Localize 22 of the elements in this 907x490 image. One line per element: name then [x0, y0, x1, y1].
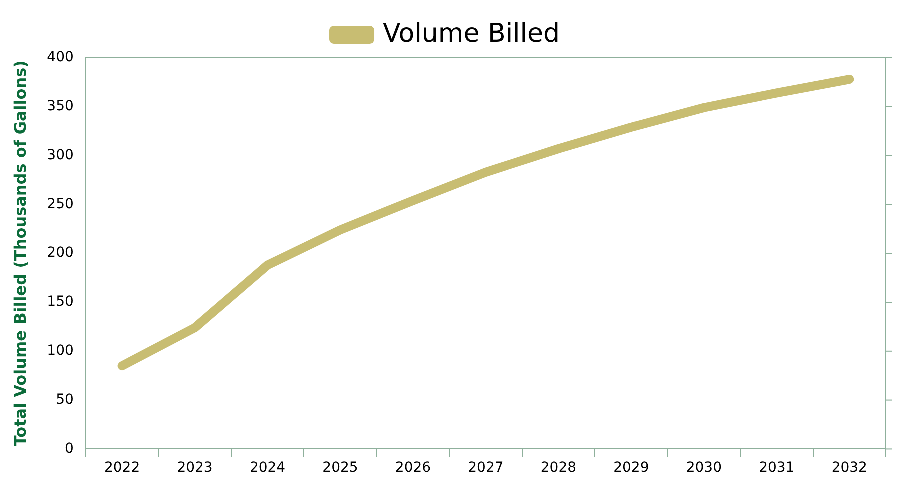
x-tick-label: 2029	[614, 460, 650, 476]
y-tick-label: 300	[47, 147, 74, 164]
x-tick-label: 2032	[832, 460, 868, 476]
x-tick-label: 2031	[759, 460, 795, 476]
y-tick-label: 100	[47, 343, 74, 360]
y-tick-label: 350	[47, 98, 74, 115]
x-tick-label: 2026	[395, 460, 432, 476]
y-axis-title: Total Volume Billed (Thousands of Gallons)	[10, 60, 30, 447]
x-tick-label: 2028	[540, 460, 577, 476]
x-tick-label: 2027	[468, 460, 504, 476]
x-tick-label: 2022	[104, 460, 140, 476]
y-tick-label: 200	[47, 245, 74, 262]
x-tick-label: 2024	[250, 460, 286, 476]
y-tick-label: 150	[47, 294, 74, 310]
y-tick-label: 50	[56, 392, 74, 408]
y-tick-label: 0	[65, 440, 74, 457]
y-tick-label: 400	[47, 50, 74, 66]
y-tick-label: 250	[47, 196, 74, 212]
x-tick-label: 2025	[322, 460, 358, 476]
x-tick-label: 2030	[686, 460, 722, 476]
legend-label: Volume Billed	[383, 18, 560, 49]
x-tick-label: 2023	[177, 460, 213, 476]
